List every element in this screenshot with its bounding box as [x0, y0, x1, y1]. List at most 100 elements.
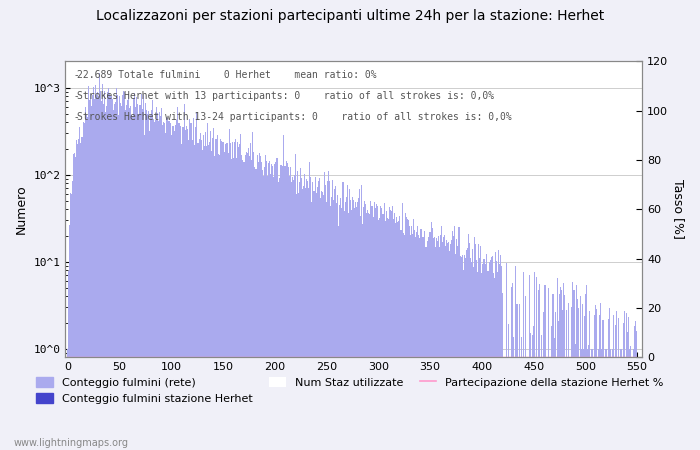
- Bar: [561, 290, 562, 450]
- Bar: [118, 115, 119, 450]
- Bar: [498, 250, 499, 450]
- Bar: [99, 73, 100, 450]
- Bar: [304, 174, 305, 450]
- Bar: [264, 167, 265, 450]
- Bar: [246, 152, 247, 450]
- Bar: [206, 123, 208, 450]
- Bar: [300, 168, 301, 450]
- Bar: [513, 337, 514, 450]
- Bar: [310, 177, 312, 450]
- Bar: [146, 110, 147, 450]
- Bar: [419, 238, 420, 450]
- Bar: [486, 254, 487, 450]
- Bar: [331, 197, 332, 450]
- Bar: [321, 191, 322, 450]
- Bar: [78, 139, 79, 450]
- Bar: [187, 129, 188, 450]
- Bar: [476, 260, 477, 450]
- Bar: [203, 135, 204, 450]
- Bar: [269, 161, 270, 450]
- Bar: [448, 242, 449, 450]
- Bar: [221, 141, 223, 450]
- Bar: [195, 127, 197, 450]
- Bar: [381, 208, 382, 450]
- Bar: [380, 206, 381, 450]
- Bar: [100, 91, 102, 450]
- Bar: [624, 311, 625, 450]
- Bar: [595, 305, 596, 450]
- Bar: [127, 99, 128, 450]
- Bar: [327, 181, 328, 450]
- Bar: [230, 159, 232, 450]
- Bar: [435, 238, 437, 450]
- Bar: [563, 283, 564, 450]
- Bar: [541, 335, 542, 450]
- Bar: [349, 189, 350, 450]
- Bar: [344, 202, 346, 450]
- Bar: [232, 158, 234, 450]
- Bar: [577, 299, 578, 450]
- Bar: [153, 119, 154, 450]
- Bar: [480, 246, 482, 450]
- Bar: [363, 207, 364, 450]
- Bar: [290, 182, 292, 450]
- Bar: [150, 115, 151, 450]
- Bar: [109, 93, 111, 450]
- Bar: [68, 271, 69, 450]
- Text: -: -: [74, 112, 78, 122]
- Bar: [370, 201, 372, 450]
- Bar: [211, 151, 212, 450]
- Bar: [585, 294, 586, 450]
- Bar: [358, 198, 359, 450]
- Bar: [280, 165, 281, 450]
- Bar: [440, 235, 441, 450]
- Bar: [337, 195, 338, 450]
- Bar: [552, 293, 553, 450]
- Bar: [446, 240, 447, 450]
- Bar: [248, 148, 249, 450]
- Bar: [318, 178, 320, 450]
- Bar: [463, 255, 465, 450]
- Bar: [175, 125, 176, 450]
- Bar: [277, 158, 279, 450]
- Bar: [353, 200, 354, 450]
- Bar: [458, 227, 459, 450]
- Bar: [184, 104, 185, 450]
- Bar: [292, 177, 293, 450]
- Bar: [183, 126, 184, 450]
- Bar: [554, 338, 555, 450]
- Bar: [416, 232, 417, 450]
- Bar: [108, 87, 109, 450]
- Bar: [322, 193, 323, 450]
- Bar: [379, 218, 380, 450]
- Bar: [368, 213, 370, 450]
- Bar: [193, 118, 195, 450]
- Bar: [557, 278, 558, 450]
- Bar: [189, 119, 190, 450]
- Bar: [422, 237, 423, 450]
- Bar: [241, 155, 242, 450]
- Bar: [477, 272, 478, 450]
- Bar: [538, 290, 539, 450]
- Bar: [534, 272, 535, 450]
- Bar: [589, 311, 590, 450]
- Bar: [553, 294, 554, 450]
- Bar: [159, 112, 160, 450]
- Bar: [564, 295, 565, 450]
- Bar: [405, 213, 406, 450]
- Bar: [338, 226, 339, 450]
- Bar: [266, 162, 267, 450]
- Bar: [573, 290, 575, 450]
- Bar: [98, 96, 99, 450]
- Bar: [395, 223, 396, 450]
- Bar: [511, 288, 512, 450]
- Bar: [330, 206, 331, 450]
- Bar: [148, 111, 149, 450]
- Bar: [303, 186, 304, 450]
- Bar: [536, 277, 537, 450]
- Bar: [377, 206, 378, 450]
- Bar: [260, 162, 262, 450]
- Bar: [568, 303, 569, 450]
- Bar: [365, 204, 366, 450]
- Bar: [627, 333, 629, 450]
